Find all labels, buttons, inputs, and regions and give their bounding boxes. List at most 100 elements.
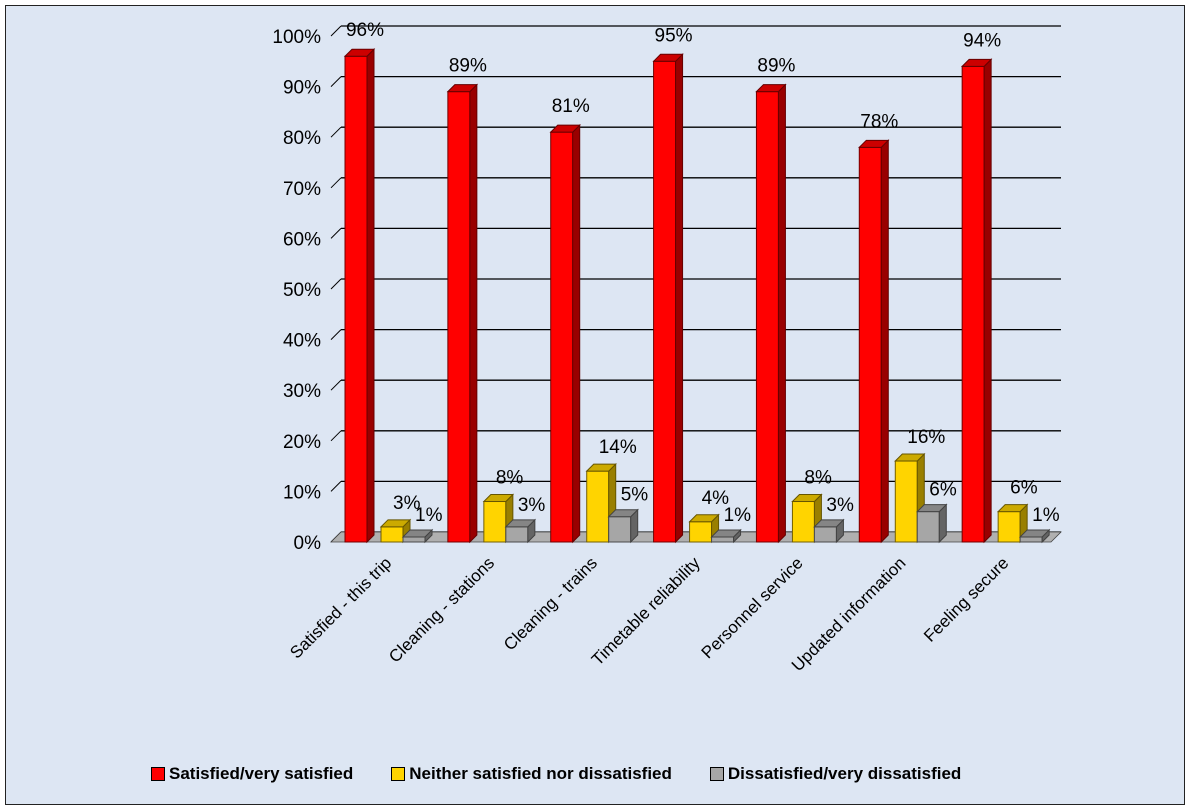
- bar: [1018, 528, 1051, 544]
- category-label: Cleaning - stations: [385, 553, 498, 666]
- bar-front: [894, 460, 918, 543]
- data-label: 94%: [963, 30, 1001, 51]
- bar-front: [689, 521, 713, 543]
- data-label: 81%: [552, 96, 590, 117]
- bar: [916, 503, 948, 544]
- bar-top: [607, 509, 639, 518]
- y-tick-label: 80%: [283, 128, 321, 149]
- bar-side: [880, 139, 889, 544]
- y-tick-label: 0%: [294, 533, 322, 554]
- data-label: 14%: [599, 437, 637, 458]
- bar: [652, 53, 684, 544]
- bar: [858, 139, 890, 544]
- bar-top: [585, 463, 617, 472]
- bar-front: [711, 536, 735, 543]
- legend-item: Satisfied/very satisfied: [151, 764, 353, 784]
- bars: [343, 48, 1051, 544]
- bar-front: [997, 511, 1021, 543]
- bar-top: [755, 84, 787, 93]
- data-label: 89%: [757, 56, 795, 77]
- data-label: 95%: [655, 25, 693, 46]
- bar-front: [653, 60, 677, 543]
- legend: Satisfied/very satisfied Neither satisfie…: [151, 761, 1181, 787]
- bar: [401, 528, 434, 544]
- bar-side: [469, 83, 478, 544]
- bar-top: [710, 529, 742, 538]
- bar-front: [813, 526, 837, 543]
- bar-top: [1018, 529, 1051, 538]
- data-label: 1%: [415, 505, 443, 526]
- bar-front: [505, 526, 529, 543]
- bar-front: [380, 526, 404, 543]
- y-tick-label: 10%: [283, 482, 321, 503]
- bar-top: [343, 48, 376, 57]
- bar-top: [652, 53, 684, 62]
- bar: [710, 528, 742, 544]
- data-label: 8%: [804, 468, 832, 489]
- bar-front: [791, 501, 815, 543]
- bar-front: [402, 536, 426, 543]
- bar-side: [983, 58, 992, 544]
- bar-front: [916, 511, 940, 543]
- data-labels: 96%3%1%89%8%3%81%14%5%95%4%1%89%8%3%78%1…: [346, 20, 1060, 526]
- bar-side: [366, 48, 375, 544]
- category-label: Timetable reliability: [588, 553, 704, 669]
- data-label: 1%: [724, 505, 752, 526]
- gridline-depth: [330, 126, 342, 138]
- bar: [607, 508, 639, 544]
- bar: [755, 83, 787, 544]
- bar-top: [482, 494, 515, 503]
- y-axis-ticks: 0% 10% 20% 30% 40% 50% 60% 70% 80% 90% 100%: [272, 27, 321, 554]
- data-label: 3%: [393, 493, 421, 514]
- data-label: 16%: [907, 427, 945, 448]
- bar-top: [813, 519, 845, 528]
- bar-side: [675, 53, 684, 544]
- bar-top: [960, 58, 993, 67]
- bar-top: [858, 139, 890, 148]
- chart-frame: 0% 10% 20% 30% 40% 50% 60% 70% 80% 90% 100% 96% 3% 1…: [5, 5, 1185, 805]
- gridline-depth: [330, 177, 342, 189]
- gridline-depth: [330, 278, 342, 290]
- bar-front: [447, 91, 471, 543]
- bar-chart: 0%10%20%30%40%50%60%70%80%90%100% 96%3%1…: [272, 20, 1062, 675]
- bar: [894, 452, 926, 544]
- bar: [343, 48, 376, 544]
- bar-top: [401, 529, 434, 538]
- legend-label: Satisfied/very satisfied: [169, 764, 354, 783]
- bar-front: [586, 470, 610, 543]
- y-tick-label: 30%: [283, 381, 321, 402]
- data-label: 6%: [929, 480, 957, 501]
- bar-front: [858, 146, 882, 543]
- y-tick-label: 40%: [283, 331, 321, 352]
- bar-front: [550, 131, 574, 543]
- legend-swatch: [151, 767, 165, 781]
- gridlines: [330, 25, 1062, 543]
- bar-top: [996, 504, 1029, 513]
- y-tick-label: 100%: [272, 27, 321, 48]
- gridline-depth: [330, 481, 342, 492]
- bar-top: [688, 514, 720, 523]
- bar-front: [1019, 536, 1043, 543]
- data-label: 4%: [702, 488, 730, 509]
- bar: [446, 83, 479, 544]
- bar-front: [961, 65, 985, 543]
- legend-label: Dissatisfied/very dissatisfied: [727, 764, 962, 783]
- bar-top: [446, 84, 479, 93]
- category-label: Personnel service: [698, 553, 807, 662]
- category-label: Updated information: [788, 553, 910, 675]
- gridline-depth: [330, 379, 342, 391]
- y-tick-label: 20%: [283, 432, 321, 453]
- bar: [813, 518, 845, 544]
- legend-swatch: [709, 767, 724, 781]
- legend-item: Neither satisfied nor dissatisfied: [391, 764, 672, 784]
- data-label: 3%: [518, 495, 546, 516]
- bar-front: [344, 55, 368, 543]
- bar-top: [379, 519, 412, 528]
- data-label: 89%: [449, 56, 487, 77]
- bar-top: [894, 453, 926, 462]
- data-label: 3%: [826, 495, 854, 516]
- y-tick-label: 60%: [283, 229, 321, 250]
- bar-top: [791, 494, 823, 503]
- category-label: Satisfied - this trip: [286, 553, 395, 662]
